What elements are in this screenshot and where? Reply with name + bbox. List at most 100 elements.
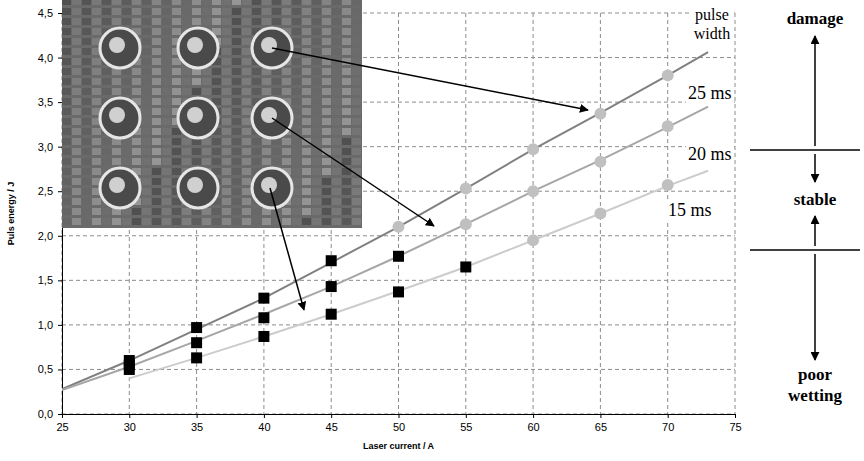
photo-texture xyxy=(182,68,191,75)
photo-texture xyxy=(62,68,71,75)
photo-texture xyxy=(322,218,331,225)
x-tick-label: 40 xyxy=(258,421,270,433)
photo-texture xyxy=(132,88,141,95)
photo-texture xyxy=(212,88,221,95)
legend-label-patch xyxy=(666,199,714,221)
photo-texture xyxy=(142,138,151,145)
photo-texture xyxy=(202,218,211,225)
photo-texture xyxy=(132,8,141,15)
point-circle xyxy=(527,185,539,197)
photo-texture xyxy=(112,148,121,155)
photo-texture xyxy=(332,8,341,15)
photo-texture xyxy=(182,18,191,25)
photo-texture xyxy=(242,208,251,215)
photo-texture xyxy=(102,148,111,155)
point-circle xyxy=(527,234,539,246)
photo-texture xyxy=(132,158,141,165)
x-tick-label: 25 xyxy=(56,421,68,433)
photo-texture xyxy=(82,188,91,195)
photo-texture xyxy=(112,218,121,225)
x-axis-title: Laser current / A xyxy=(363,441,435,451)
annotation: poorwetting xyxy=(788,365,842,405)
y-tick: 4,5 xyxy=(38,7,62,19)
plot-data xyxy=(62,52,708,390)
photo-texture xyxy=(62,188,71,195)
photo-spot-highlight xyxy=(261,37,277,53)
photo-texture xyxy=(242,88,251,95)
photo-texture xyxy=(62,128,71,135)
photo-texture xyxy=(282,8,291,15)
photo-texture xyxy=(302,8,311,15)
photo-texture xyxy=(352,188,361,195)
photo-texture xyxy=(62,218,71,225)
photo-texture xyxy=(252,218,261,225)
photo-texture xyxy=(162,88,171,95)
photo-texture xyxy=(152,38,161,45)
grid-line-y xyxy=(62,235,735,236)
photo-texture xyxy=(222,78,231,85)
photo-texture xyxy=(312,38,321,45)
y-tick-label: 2,0 xyxy=(38,230,53,242)
photo-texture xyxy=(262,158,271,165)
photo-texture xyxy=(172,18,181,25)
photo-texture xyxy=(152,168,161,175)
photo-texture xyxy=(142,68,151,75)
photo-texture xyxy=(292,0,301,5)
photo-texture xyxy=(212,68,221,75)
y-tick-mark xyxy=(58,369,62,370)
photo-texture xyxy=(142,118,151,125)
photo-texture xyxy=(172,148,181,155)
photo-texture xyxy=(262,0,271,5)
photo-texture xyxy=(272,18,281,25)
photo-texture xyxy=(282,0,291,5)
photo-texture xyxy=(192,8,201,15)
photo-texture xyxy=(292,108,301,115)
photo-texture xyxy=(102,218,111,225)
photo-arrows xyxy=(270,48,588,310)
photo-texture xyxy=(212,18,221,25)
x-tick-label: 60 xyxy=(527,421,539,433)
photo-texture xyxy=(342,38,351,45)
photo-texture xyxy=(302,58,311,65)
photo-texture xyxy=(302,218,311,225)
photo-texture xyxy=(272,148,281,155)
photo-texture xyxy=(202,88,211,95)
photo-texture xyxy=(92,78,101,85)
photo-texture xyxy=(332,0,341,5)
photo-texture xyxy=(152,208,161,215)
photo-texture xyxy=(192,18,201,25)
annotation-line: wetting xyxy=(788,386,842,405)
y-tick-label: 0,5 xyxy=(38,363,53,375)
photo-texture xyxy=(82,18,91,25)
photo-texture xyxy=(322,128,331,135)
x-tick: 40 xyxy=(258,414,270,433)
photo-texture xyxy=(222,158,231,165)
photo-texture xyxy=(232,118,241,125)
photo-texture xyxy=(302,148,311,155)
photo-texture xyxy=(92,148,101,155)
photo-texture xyxy=(322,188,331,195)
photo-texture xyxy=(122,78,131,85)
photo-texture xyxy=(252,0,261,5)
point-square xyxy=(191,337,202,348)
photo-texture xyxy=(72,108,81,115)
x-tick: 35 xyxy=(191,414,203,433)
photo-texture xyxy=(92,158,101,165)
photo-texture xyxy=(202,0,211,5)
photo-texture xyxy=(272,0,281,5)
photo-texture xyxy=(152,58,161,65)
photo-texture xyxy=(292,218,301,225)
photo-texture xyxy=(142,128,151,135)
photo-texture xyxy=(172,78,181,85)
x-tick-label: 70 xyxy=(662,421,674,433)
photo-texture xyxy=(352,48,361,55)
photo-texture xyxy=(142,8,151,15)
photo-texture xyxy=(262,18,271,25)
photo-texture xyxy=(82,108,91,115)
photo-texture xyxy=(162,198,171,205)
photo-texture xyxy=(82,168,91,175)
photo-texture xyxy=(332,128,341,135)
photo-texture xyxy=(352,148,361,155)
x-tick-label: 55 xyxy=(460,421,472,433)
photo-texture xyxy=(342,0,351,5)
